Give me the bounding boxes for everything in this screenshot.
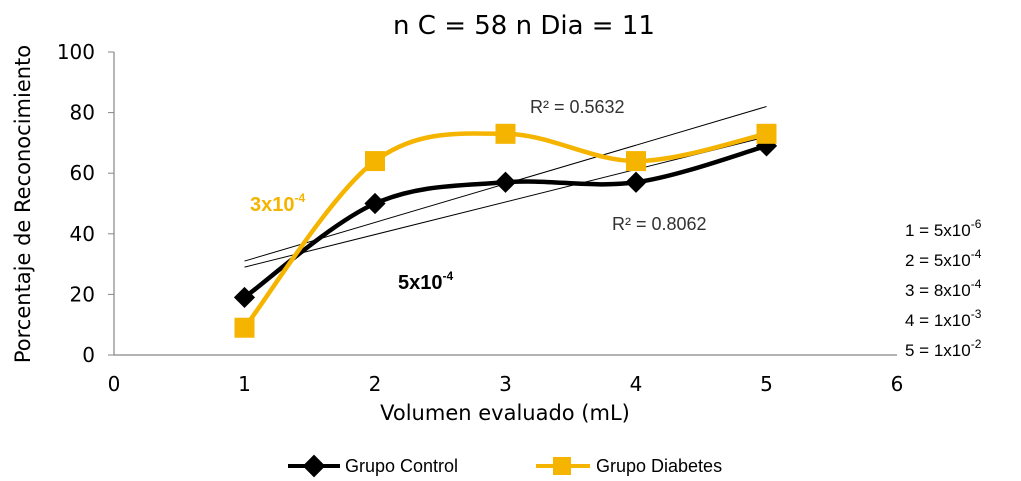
chart-title: n C = 58 n Dia = 11 (393, 11, 655, 41)
legend-label-control: Grupo Control (345, 456, 458, 476)
key-item: 1 = 5x10-6 (905, 217, 982, 240)
y-tick-label: 20 (70, 282, 95, 306)
x-tick-labels: 0 1 2 3 4 5 6 (108, 372, 904, 396)
y-axis-label: Porcentaje de Reconocimiento (11, 45, 35, 363)
r2-label-diabetes: R² = 0.5632 (530, 97, 625, 117)
marker-diabetes (756, 123, 777, 144)
marker-diabetes (365, 151, 385, 172)
key-item: 4 = 1x10-3 (905, 307, 982, 330)
marker-control (625, 171, 647, 193)
key-item: 3 = 8x10-4 (905, 277, 982, 300)
y-tick-label: 60 (70, 161, 95, 185)
legend-label-diabetes: Grupo Diabetes (596, 456, 722, 476)
trendline-control (244, 136, 767, 268)
key-item: 5 = 1x10-2 (905, 337, 982, 360)
key-item: 2 = 5x10-4 (905, 247, 982, 270)
y-tick-label: 100 (57, 40, 95, 64)
marker-control (364, 192, 386, 215)
x-axis-label: Volumen evaluado (mL) (380, 401, 630, 425)
marker-diabetes (626, 151, 646, 172)
y-tick-label: 40 (70, 222, 95, 246)
legend-marker-diabetes (553, 457, 571, 475)
x-tick-label: 0 (108, 372, 121, 396)
y-tick-label: 0 (82, 343, 95, 367)
legend: Grupo Control Grupo Diabetes (288, 454, 722, 478)
legend-marker-control (302, 454, 326, 478)
annotation-control: 5x10-4 (398, 269, 453, 294)
marker-control (494, 171, 517, 193)
x-tick-label: 5 (760, 372, 773, 396)
r2-label-control: R² = 0.8062 (612, 214, 707, 234)
dilution-key: 1 = 5x10-6 2 = 5x10-4 3 = 8x10-4 4 = 1x10-3… (905, 217, 982, 360)
marker-diabetes (495, 123, 516, 144)
y-tick-label: 80 (70, 101, 95, 125)
x-tick-label: 2 (369, 372, 382, 396)
x-tick-label: 3 (499, 372, 512, 396)
marker-diabetes (234, 317, 255, 338)
x-tick-label: 4 (630, 372, 643, 396)
y-tick-labels: 0 20 40 60 80 100 (57, 40, 114, 367)
x-tick-label: 6 (891, 372, 904, 396)
annotation-diabetes: 3x10-4 (250, 191, 305, 216)
x-tick-label: 1 (238, 372, 251, 396)
